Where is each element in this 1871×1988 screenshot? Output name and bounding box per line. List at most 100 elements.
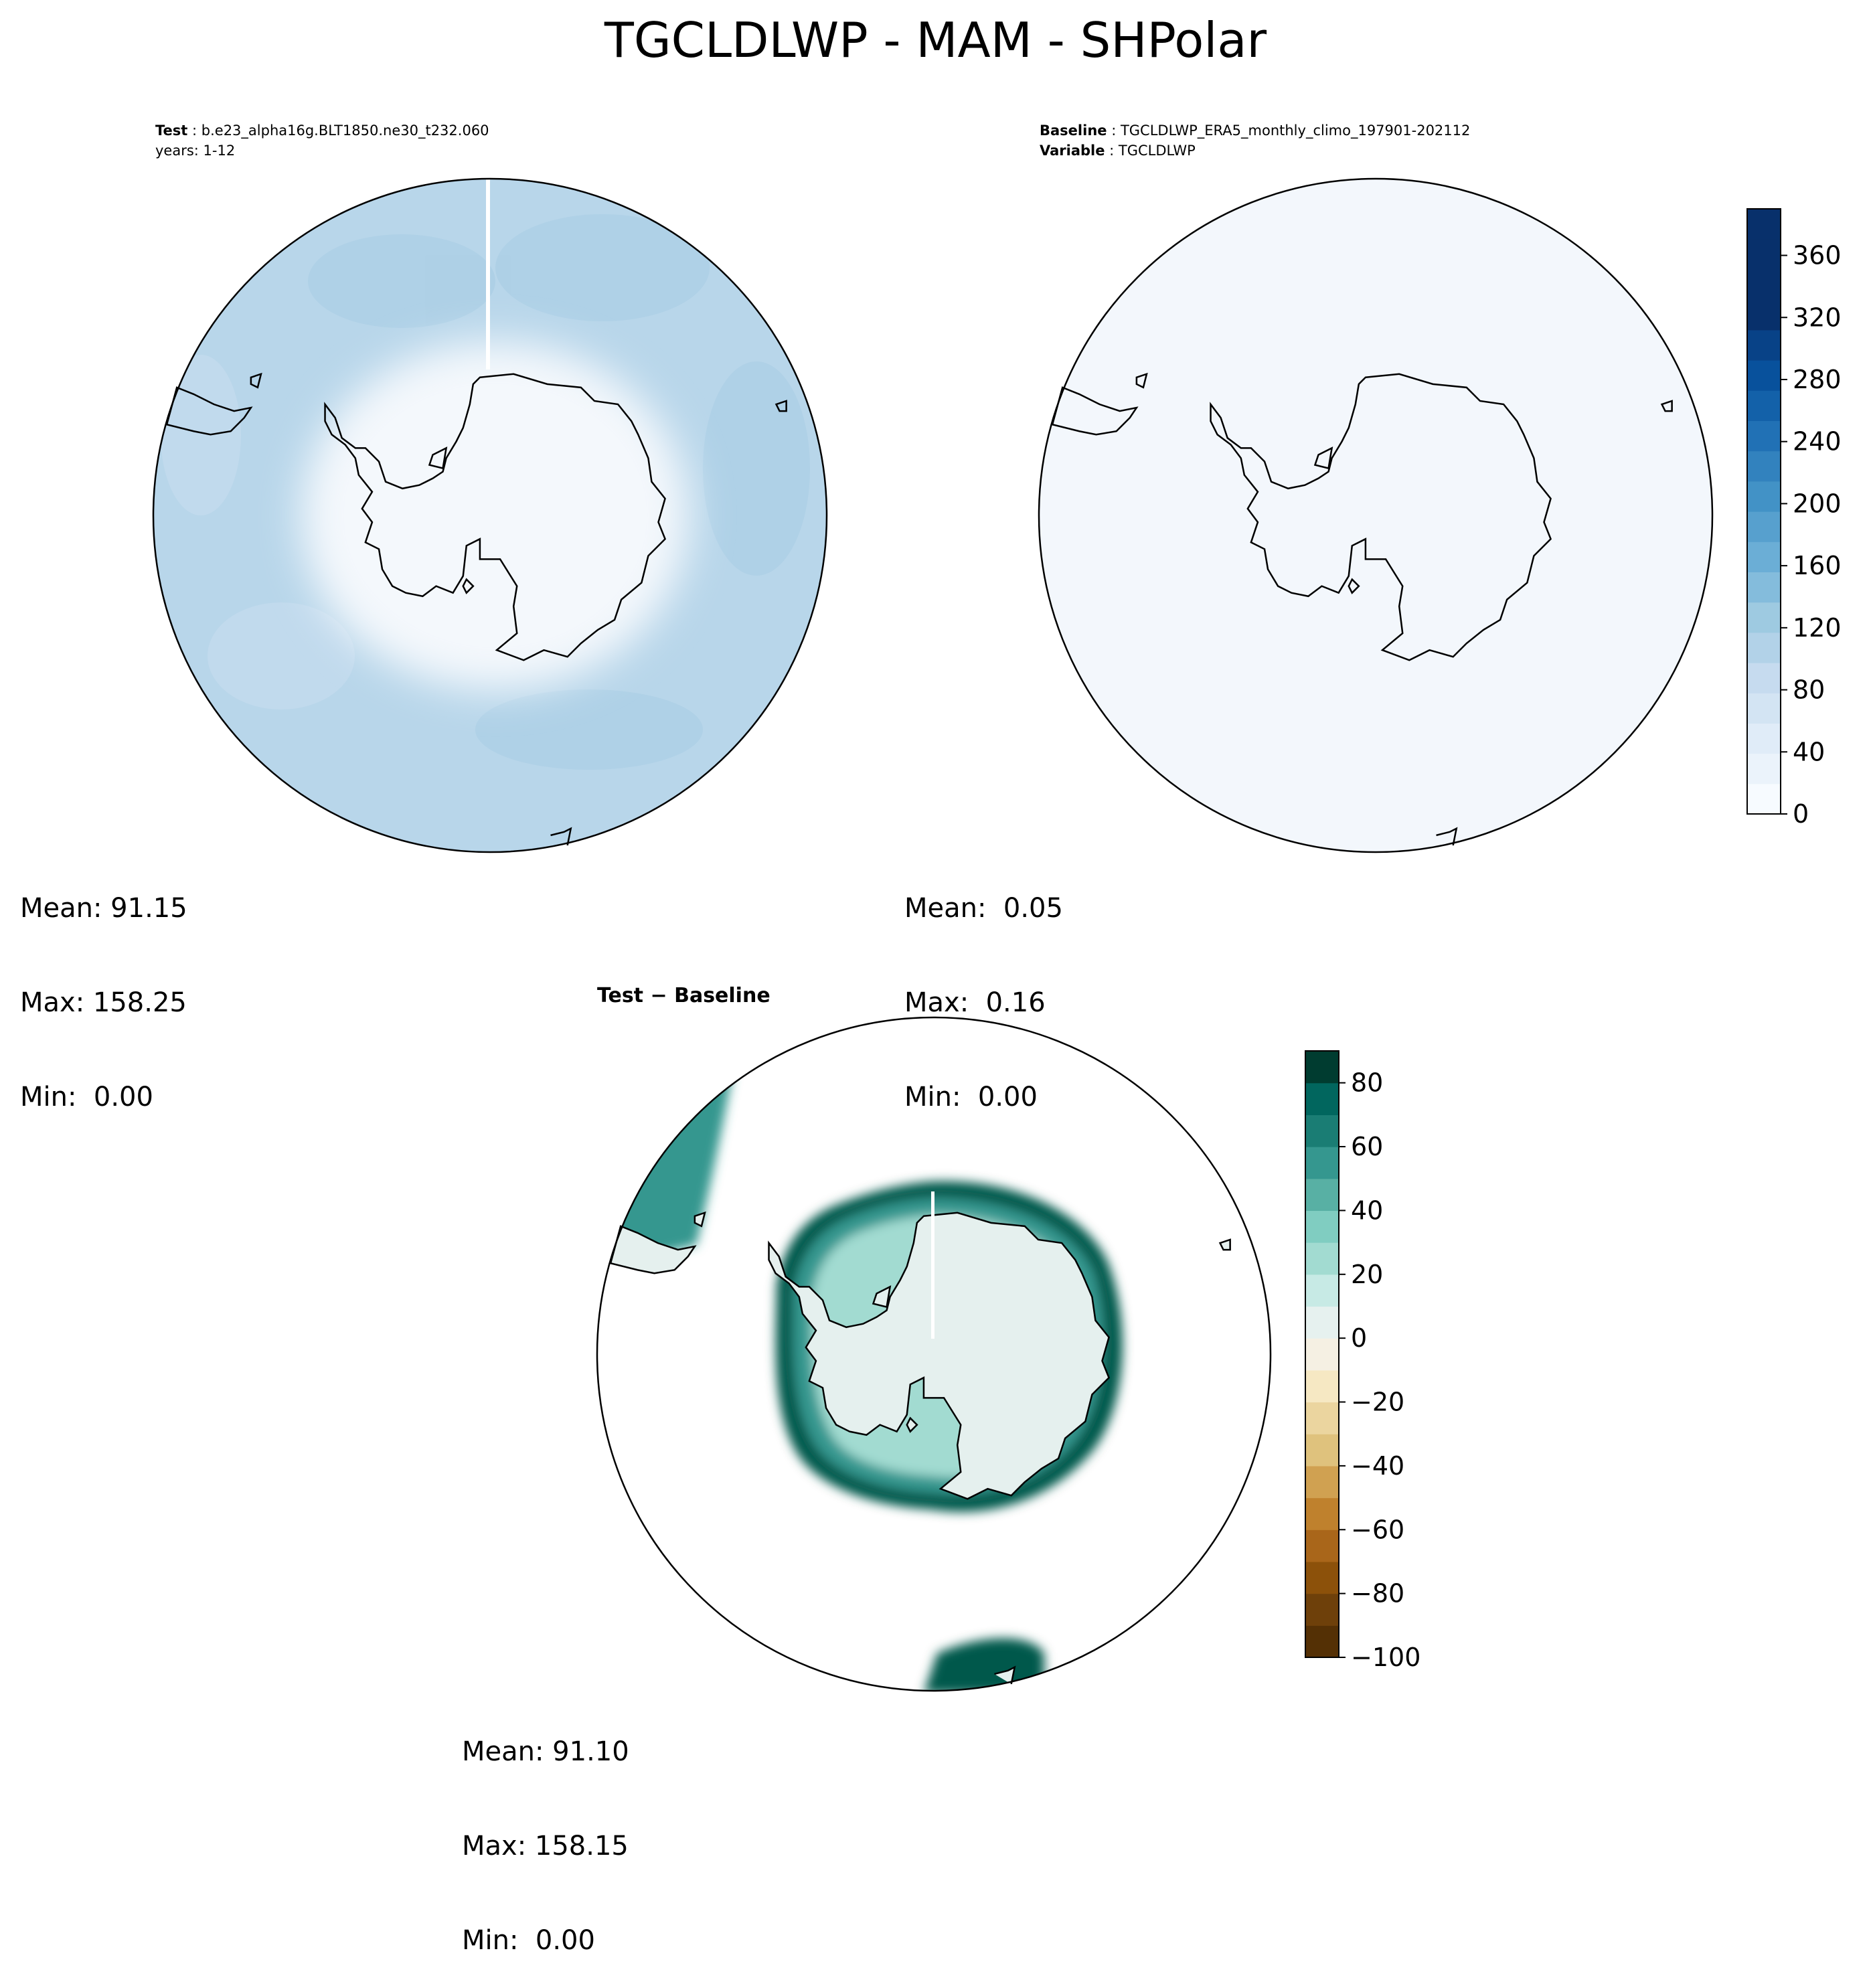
baseline-label-value: TGCLDLWP_ERA5_monthly_climo_197901-20211… <box>1120 122 1471 139</box>
colorbar-top-swatch <box>1747 360 1781 391</box>
difference-title-test: Test <box>597 984 644 1007</box>
colorbar-difference-swatch <box>1305 1082 1339 1115</box>
colorbar-top-swatch <box>1747 239 1781 270</box>
test-map-boundary <box>152 177 828 853</box>
colorbar-top-swatch <box>1747 511 1781 542</box>
colorbar-difference-border <box>1305 1050 1339 1658</box>
colorbar-difference-swatch <box>1305 1625 1339 1658</box>
colorbar-top-swatch <box>1747 390 1781 421</box>
baseline-stat-min: Min: 0.00 <box>904 1082 1038 1112</box>
baseline-map-field <box>1039 179 1712 852</box>
baseline-map <box>1038 177 1714 853</box>
colorbar-difference-swatch <box>1305 1529 1339 1562</box>
difference-map-boundary <box>596 1016 1272 1692</box>
colorbar-top-tick-label: 360 <box>1793 241 1842 270</box>
colorbar-top-tick-label: 40 <box>1793 737 1825 766</box>
test-label-key: Test <box>155 122 188 139</box>
colorbar-top-swatch <box>1747 420 1781 452</box>
colorbar-top-swatch <box>1747 632 1781 663</box>
colorbar-top-swatch <box>1747 542 1781 572</box>
colorbar-difference-swatch <box>1305 1434 1339 1467</box>
colorbar-difference-tick-label: 20 <box>1351 1260 1383 1289</box>
colorbar-top-border <box>1746 208 1781 815</box>
colorbar-difference-swatch <box>1305 1370 1339 1403</box>
colorbar-top-swatch <box>1747 209 1781 240</box>
colorbar-top-tick-label: 120 <box>1793 613 1842 643</box>
colorbar-difference-tick-label: −20 <box>1351 1388 1404 1417</box>
colorbar-top-swatch <box>1747 269 1781 301</box>
colorbar-difference: −100 −80 −60 −40 −20 0 20 40 60 80 <box>1305 1050 1420 1672</box>
baseline-map-boundary <box>1038 177 1714 853</box>
colorbar-top-swatch <box>1747 481 1781 512</box>
colorbar-difference-swatch <box>1305 1242 1339 1275</box>
difference-title-operator: − <box>650 984 667 1007</box>
test-map-seam <box>486 179 490 369</box>
colorbar-top-tick-label: 320 <box>1793 303 1842 332</box>
difference-title-baseline: Baseline <box>674 984 770 1007</box>
colorbar-top-tick-label: 80 <box>1793 675 1825 705</box>
test-map-polar-interior <box>301 341 689 689</box>
colorbar-difference-swatch <box>1305 1465 1339 1499</box>
test-map-texture <box>161 214 810 770</box>
colorbar-difference-swatch <box>1305 1561 1339 1594</box>
test-subtitle: Test : b.e23_alpha16g.BLT1850.ne30_t232.… <box>155 122 489 159</box>
colorbar-difference-swatch <box>1305 1497 1339 1530</box>
colorbar-difference-swatch <box>1305 1338 1339 1371</box>
colorbar-difference-tick-label: −40 <box>1351 1451 1404 1481</box>
colorbar-top-swatch <box>1747 329 1781 361</box>
baseline-variable-value: TGCLDLWP <box>1118 143 1196 159</box>
test-stats: Mean: 91.15 Max: 158.25 Min: 0.00 <box>20 830 187 1145</box>
colorbar-top-swatch <box>1747 299 1781 331</box>
baseline-stats: Mean: 0.05 Max: 0.16 Min: 0.00 <box>904 830 1063 1145</box>
colorbar-difference-tick-label: 0 <box>1351 1323 1367 1353</box>
test-stat-mean: Mean: 91.15 <box>20 893 187 924</box>
colorbar-difference-tick-label: 40 <box>1351 1195 1383 1225</box>
colorbar-difference-swatch <box>1305 1051 1339 1084</box>
colorbar-difference-swatch <box>1305 1210 1339 1243</box>
colorbar-top-tick-label: 280 <box>1793 365 1842 394</box>
baseline-variable-key: Variable <box>1040 143 1105 159</box>
colorbar-top-swatch <box>1747 663 1781 693</box>
difference-title: Test − Baseline <box>597 984 770 1007</box>
colorbar-top-swatch <box>1747 753 1781 784</box>
colorbar-difference-swatch <box>1305 1274 1339 1307</box>
colorbar-top-swatch <box>1747 450 1781 482</box>
colorbar-difference-swatch <box>1305 1306 1339 1339</box>
colorbar-top-tick-label: 200 <box>1793 489 1842 518</box>
colorbar-top-swatch <box>1747 602 1781 633</box>
test-label-value: b.e23_alpha16g.BLT1850.ne30_t232.060 <box>201 122 489 139</box>
colorbar-top-swatch <box>1747 693 1781 724</box>
difference-stat-max: Max: 158.15 <box>462 1831 629 1861</box>
baseline-label-key: Baseline <box>1040 122 1107 139</box>
colorbar-top: 0 40 80 120 160 200 240 280 320 360 <box>1746 208 1842 829</box>
difference-stat-mean: Mean: 91.10 <box>462 1736 629 1767</box>
difference-stats: Mean: 91.10 Max: 158.15 Min: 0.00 <box>462 1673 629 1988</box>
test-stat-min: Min: 0.00 <box>20 1082 153 1112</box>
colorbar-top-swatch <box>1747 572 1781 603</box>
colorbar-difference-swatch <box>1305 1402 1339 1434</box>
colorbar-difference-tick-label: −100 <box>1351 1643 1420 1672</box>
colorbar-top-tick-label: 0 <box>1793 799 1809 829</box>
colorbar-top-swatch <box>1747 783 1781 815</box>
baseline-stat-mean: Mean: 0.05 <box>904 893 1063 924</box>
test-years: years: 1-12 <box>155 143 236 159</box>
test-stat-max: Max: 158.25 <box>20 987 187 1018</box>
colorbar-top-swatch <box>1747 723 1781 754</box>
colorbar-top-tick-label: 240 <box>1793 427 1842 457</box>
colorbar-difference-tick-label: 60 <box>1351 1132 1383 1161</box>
baseline-subtitle: Baseline : TGCLDLWP_ERA5_monthly_climo_1… <box>1040 122 1471 159</box>
difference-stat-min: Min: 0.00 <box>462 1925 595 1956</box>
colorbar-difference-tick-label: −80 <box>1351 1579 1404 1608</box>
colorbar-difference-tick-label: 80 <box>1351 1068 1383 1098</box>
test-map <box>152 177 828 853</box>
colorbar-difference-swatch <box>1305 1147 1339 1179</box>
colorbar-difference-tick-label: −60 <box>1351 1515 1404 1544</box>
baseline-stat-max: Max: 0.16 <box>904 987 1046 1018</box>
colorbar-top-tick-label: 160 <box>1793 551 1842 580</box>
difference-map-seam <box>931 1191 934 1339</box>
difference-map <box>596 1016 1272 1693</box>
colorbar-difference-swatch <box>1305 1593 1339 1626</box>
colorbar-difference-swatch <box>1305 1178 1339 1212</box>
colorbar-difference-swatch <box>1305 1114 1339 1147</box>
